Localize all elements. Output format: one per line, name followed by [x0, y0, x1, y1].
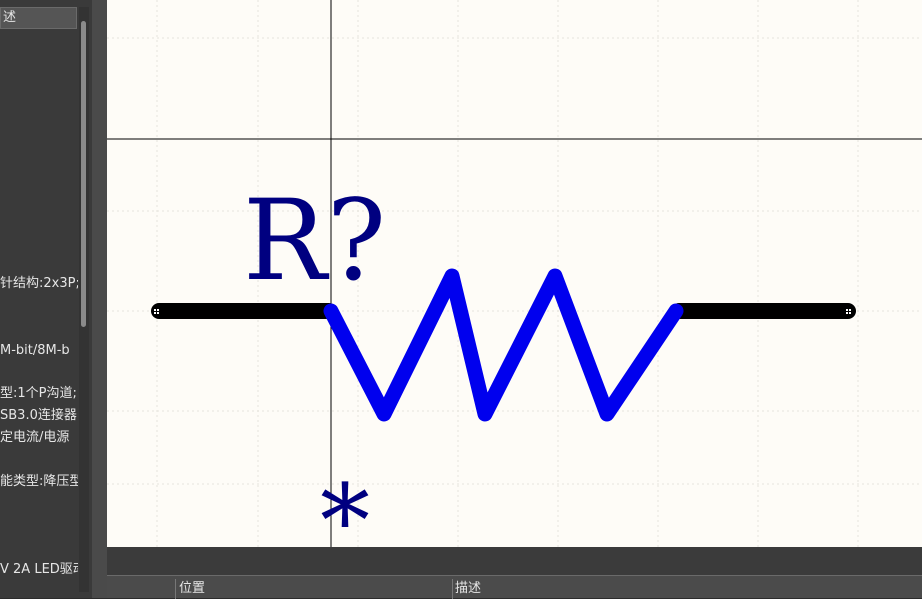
pin-1-endpoint[interactable]	[154, 309, 159, 314]
left-panel: 述 针结构:2x3P; M-bit/8M-b 型:1个P沟道; SB3.0连接器…	[0, 0, 92, 598]
panel-divider[interactable]	[92, 0, 107, 598]
asterisk-marker[interactable]: *	[320, 463, 370, 547]
vertical-scrollbar[interactable]	[79, 7, 89, 592]
bottom-table-header: 位置 描述	[107, 575, 922, 599]
pin-2-endpoint[interactable]	[846, 309, 851, 314]
schematic-svg: R? *	[107, 0, 922, 547]
description-column-header[interactable]: 述	[0, 7, 77, 29]
list-item[interactable]: 型:1个P沟道;	[0, 386, 77, 401]
column-separator[interactable]	[452, 579, 453, 599]
resistor-body[interactable]	[323, 268, 684, 422]
bottom-panel-bar	[107, 547, 922, 575]
designator-label[interactable]: R?	[243, 177, 386, 306]
column-header-position[interactable]: 位置	[179, 581, 206, 596]
column-separator[interactable]	[175, 579, 176, 599]
column-header-description[interactable]: 描述	[455, 581, 482, 596]
list-item[interactable]: 针结构:2x3P;	[0, 276, 78, 291]
schematic-canvas[interactable]: R? *	[107, 0, 922, 547]
list-item[interactable]: V 2A LED驱动	[0, 562, 78, 577]
list-item[interactable]: 定电流/电源	[0, 430, 70, 445]
list-item[interactable]: SB3.0连接器	[0, 408, 77, 423]
list-item[interactable]: 能类型:降压型	[0, 474, 78, 489]
grid	[107, 0, 922, 547]
list-item[interactable]: M-bit/8M-b	[0, 343, 70, 358]
scrollbar-thumb[interactable]	[81, 21, 86, 327]
